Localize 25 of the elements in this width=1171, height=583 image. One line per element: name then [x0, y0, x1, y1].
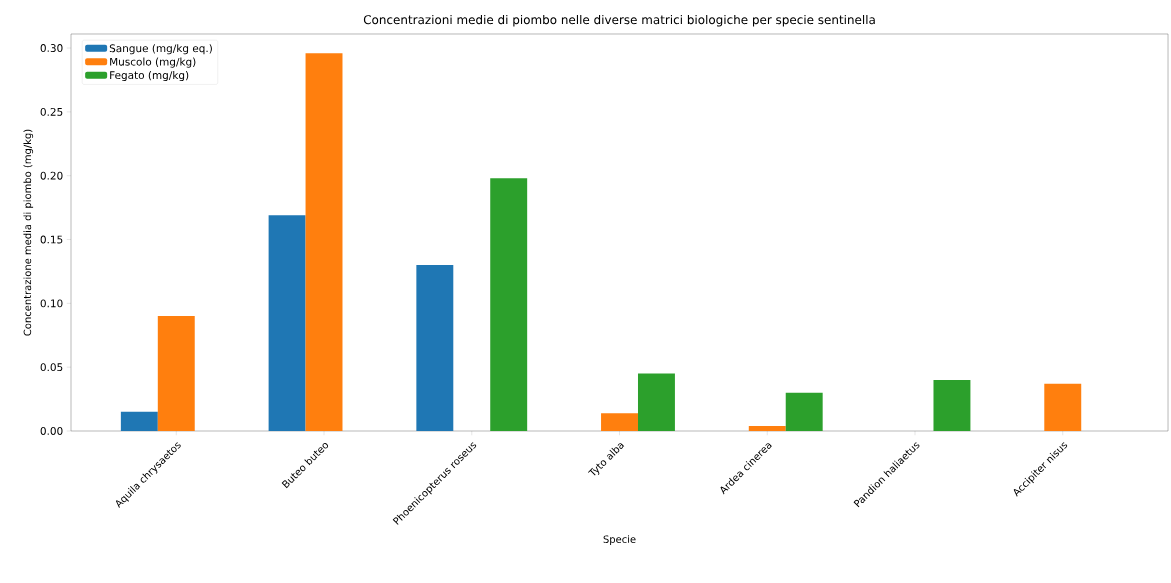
legend-label: Muscolo (mg/kg) — [110, 57, 196, 68]
y-tick-label: 0.30 — [40, 44, 63, 52]
bar — [120, 411, 158, 431]
bar — [637, 373, 675, 431]
y-tick-label: 0.10 — [40, 299, 63, 308]
bar — [933, 379, 971, 431]
y-tick-label: 0.00 — [40, 427, 63, 435]
legend-label: Fegato (mg/kg) — [110, 71, 189, 82]
legend-label: Sangue (mg/kg eq.) — [109, 44, 212, 55]
y-tick-label: 0.20 — [40, 171, 63, 180]
bar — [157, 316, 195, 431]
bar — [305, 53, 343, 431]
y-tick-label: 0.15 — [40, 235, 63, 244]
y-tick-label: 0.25 — [40, 107, 63, 116]
bar — [785, 392, 823, 431]
bar — [416, 265, 454, 431]
bar — [1044, 383, 1082, 431]
y-axis-title: Concentrazione media di piombo (mg/kg) — [23, 129, 34, 336]
bar — [490, 178, 528, 431]
y-tick-label: 0.05 — [40, 363, 63, 372]
bar — [268, 215, 306, 431]
bar — [748, 425, 786, 431]
chart-title: Concentrazioni medie di piombo nelle diverse matrici biologiche per specie sentinella — [363, 14, 875, 27]
x-axis-title: Specie — [603, 535, 636, 545]
bar — [601, 413, 638, 431]
